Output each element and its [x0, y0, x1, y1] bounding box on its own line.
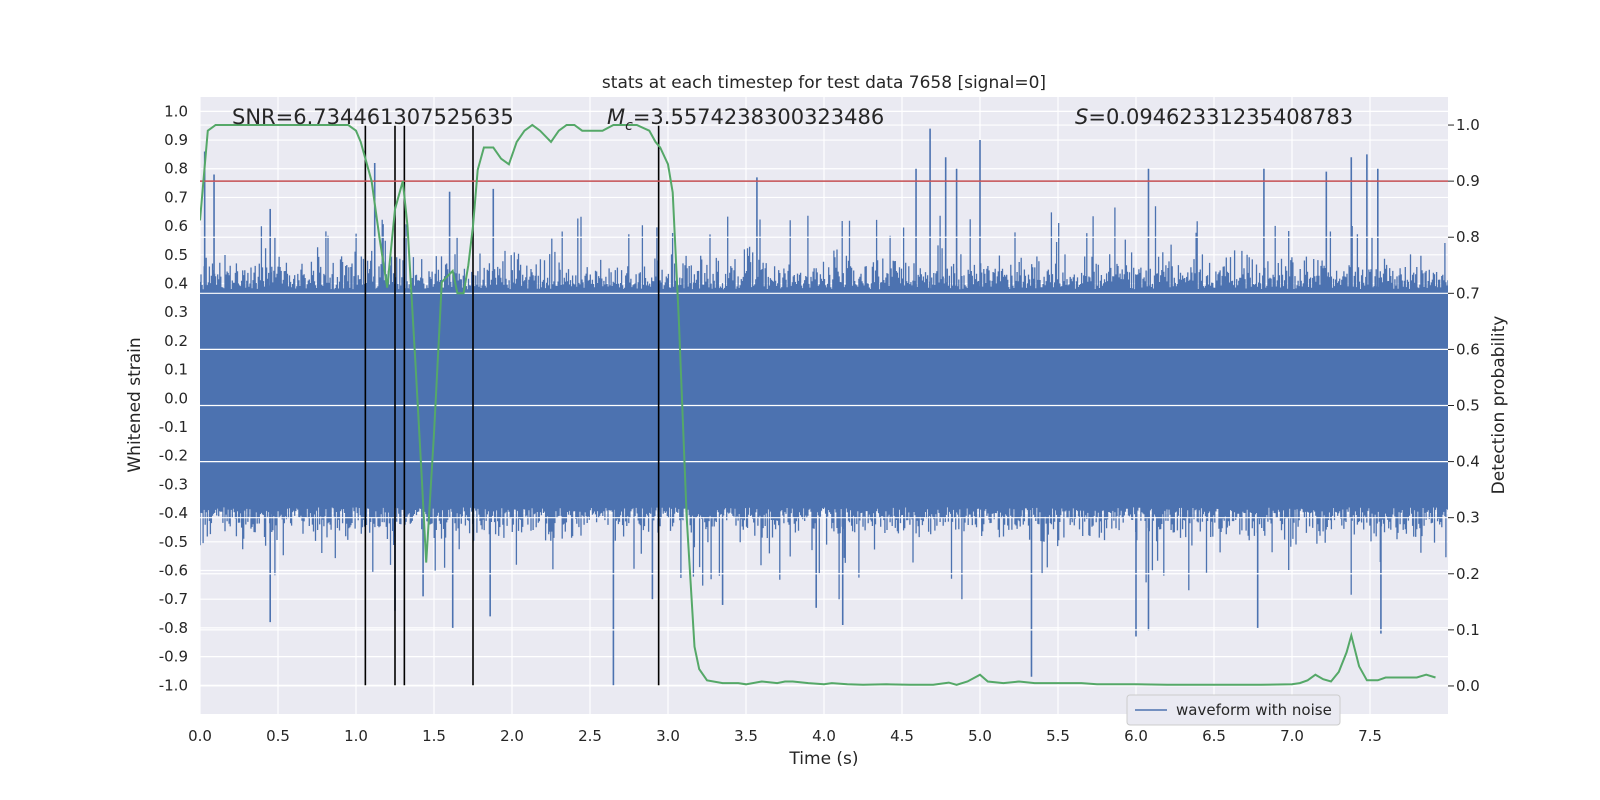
y-left-tick-label: 0.4 [164, 275, 188, 293]
y-left-tick-label: -0.3 [159, 475, 188, 493]
waveform-series [200, 128, 1448, 686]
chirp-mass-value: =3.5574238300323486 [633, 105, 884, 129]
x-tick-label: 0.0 [188, 727, 212, 745]
overlay-layer [200, 123, 1448, 687]
y-left-tick-label: 1.0 [164, 102, 188, 120]
y-left-tick-label: -0.1 [159, 418, 188, 436]
s-value: =0.09462331235408783 [1088, 105, 1353, 129]
snr-annotation: SNR=6.734461307525635 [232, 105, 514, 129]
x-tick-label: 3.0 [656, 727, 680, 745]
y-left-tick-label: 0.9 [164, 131, 188, 149]
s-symbol: S [1075, 105, 1088, 129]
y-left-tick-label: 0.0 [164, 389, 188, 407]
x-tick-label: 1.5 [422, 727, 446, 745]
x-tick-label: 2.0 [500, 727, 524, 745]
detection-probability-line [200, 123, 1436, 686]
y-left-tick-label: 0.5 [164, 246, 188, 264]
y-left-tick-label: 0.7 [164, 188, 188, 206]
x-tick-label: 7.0 [1280, 727, 1304, 745]
chirp-mass-annotation: Mc=3.5574238300323486 [607, 105, 884, 134]
y-left-tick-label: -0.5 [159, 533, 188, 551]
x-tick-label: 6.5 [1202, 727, 1226, 745]
s-annotation: S=0.09462331235408783 [1075, 105, 1353, 129]
y-right-tick-label: 0.5 [1456, 397, 1480, 415]
x-tick-label: 5.5 [1046, 727, 1070, 745]
x-tick-label: 0.5 [266, 727, 290, 745]
legend: waveform with noise [1126, 694, 1341, 726]
chirp-mass-subscript: c [625, 118, 633, 134]
y-axis-right-label: Detection probability [1489, 316, 1509, 495]
chart-title: stats at each timestep for test data 765… [602, 73, 1046, 93]
y-right-tick-label: 0.2 [1456, 565, 1480, 583]
x-tick-label: 6.0 [1124, 727, 1148, 745]
y-left-tick-label: -0.8 [159, 619, 188, 637]
legend-label-waveform: waveform with noise [1176, 701, 1332, 719]
y-right-tick-label: 0.9 [1456, 172, 1480, 190]
x-tick-label: 4.0 [812, 727, 836, 745]
y-right-tick-label: 0.3 [1456, 509, 1480, 527]
y-left-tick-label: -0.9 [159, 648, 188, 666]
y-left-tick-label: -0.7 [159, 590, 188, 608]
y-left-tick-label: 0.2 [164, 332, 188, 350]
x-axis-label: Time (s) [788, 749, 858, 769]
x-tick-label: 7.5 [1358, 727, 1382, 745]
y-right-tick-label: 0.0 [1456, 677, 1480, 695]
tick-layer: 0.0 0.5 1.0 1.5 2.0 2.5 3.0 3.5 4.0 4.5 5.0 5.5 6.0 6… [159, 102, 1480, 745]
x-tick-label: 5.0 [968, 727, 992, 745]
y-left-tick-label: 0.8 [164, 160, 188, 178]
x-tick-label: 1.0 [344, 727, 368, 745]
y-right-tick-label: 1.0 [1456, 116, 1480, 134]
legend-box [1126, 694, 1341, 726]
y-axis-left-label: Whitened strain [125, 337, 145, 472]
y-right-tick-label: 0.1 [1456, 621, 1480, 639]
y-right-tick-label: 0.4 [1456, 453, 1480, 471]
y-left-tick-label: 0.3 [164, 303, 188, 321]
y-right-tick-label: 0.7 [1456, 284, 1480, 302]
y-left-tick-label: -0.4 [159, 504, 188, 522]
waveform-line [200, 206, 1448, 600]
y-left-tick-label: -0.2 [159, 447, 188, 465]
y-left-tick-label: 0.6 [164, 217, 188, 235]
y-left-tick-label: -0.6 [159, 562, 188, 580]
y-left-tick-label: -1.0 [159, 676, 188, 694]
x-tick-label: 3.5 [734, 727, 758, 745]
y-right-tick-label: 0.6 [1456, 340, 1480, 358]
chirp-mass-symbol: M [607, 105, 625, 129]
y-right-tick-label: 0.8 [1456, 228, 1480, 246]
y-left-tick-label: 0.1 [164, 361, 188, 379]
x-tick-label: 4.5 [890, 727, 914, 745]
x-tick-label: 2.5 [578, 727, 602, 745]
